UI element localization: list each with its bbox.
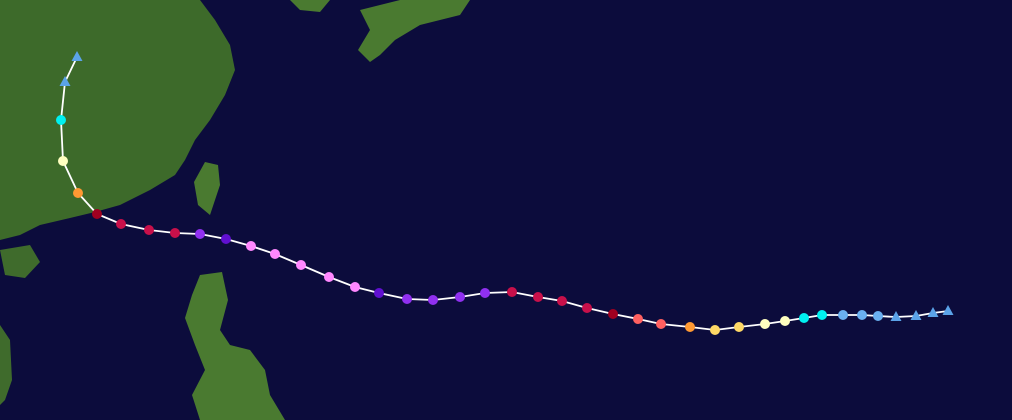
track-point [942, 305, 954, 315]
track-point [760, 319, 770, 329]
track-point [817, 310, 827, 320]
land-philippines [185, 272, 285, 420]
track-point [710, 325, 720, 335]
track-point [374, 288, 384, 298]
track-point [116, 219, 126, 229]
land-hainan [0, 245, 40, 278]
track-point [246, 241, 256, 251]
track-point [324, 272, 334, 282]
track-point [170, 228, 180, 238]
track-point [56, 115, 66, 125]
track-point [873, 311, 883, 321]
track-point [582, 303, 592, 313]
track-point [92, 209, 102, 219]
land-japan [290, 0, 470, 62]
land-indochina [0, 325, 12, 405]
track-point [734, 322, 744, 332]
track-point [838, 310, 848, 320]
track-point [455, 292, 465, 302]
track-point [221, 234, 231, 244]
track-point [557, 296, 567, 306]
track-point [910, 310, 922, 320]
track-point [144, 225, 154, 235]
track-point [890, 311, 902, 321]
track-point [633, 314, 643, 324]
track-point [195, 229, 205, 239]
track-point [402, 294, 412, 304]
track-point [59, 76, 71, 86]
track-point [656, 319, 666, 329]
track-point [71, 51, 83, 61]
track-point [780, 316, 790, 326]
track-point [73, 188, 83, 198]
track-point [533, 292, 543, 302]
track-point [799, 313, 809, 323]
land-taiwan [194, 162, 220, 215]
track-point [480, 288, 490, 298]
land-china [0, 0, 235, 240]
track-point [296, 260, 306, 270]
track-point [685, 322, 695, 332]
track-point [58, 156, 68, 166]
track-point [927, 307, 939, 317]
storm-track [56, 51, 954, 335]
track-point [608, 309, 618, 319]
track-point [857, 310, 867, 320]
track-point [428, 295, 438, 305]
track-point [350, 282, 360, 292]
track-point [270, 249, 280, 259]
track-point [507, 287, 517, 297]
